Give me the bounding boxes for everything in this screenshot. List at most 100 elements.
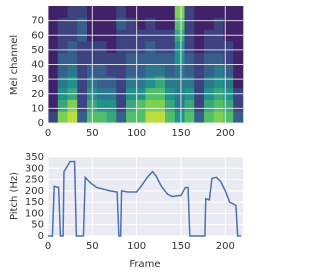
heatmap-cell bbox=[184, 76, 195, 89]
heatmap-cell bbox=[165, 6, 176, 18]
x-tick-label: 200 bbox=[216, 128, 235, 139]
heatmap-cell bbox=[48, 41, 59, 54]
y-tick-label: 10 bbox=[31, 103, 44, 114]
heatmap-cell bbox=[48, 111, 59, 124]
heatmap-cell bbox=[77, 64, 88, 77]
heatmap-cell bbox=[145, 64, 156, 77]
heatmap-cell bbox=[174, 64, 185, 77]
heatmap-cell bbox=[116, 99, 127, 112]
heatmap-cell bbox=[135, 52, 146, 65]
heatmap-cell bbox=[233, 64, 244, 77]
heatmap-cell bbox=[116, 64, 127, 77]
heatmap-cell bbox=[57, 17, 68, 30]
heatmap-cell bbox=[57, 76, 68, 89]
heatmap-cell bbox=[184, 111, 195, 124]
heatmap-cell bbox=[96, 111, 107, 124]
heatmap-cell bbox=[67, 111, 78, 124]
heatmap-cell bbox=[135, 76, 146, 89]
heatmap-cell bbox=[106, 99, 117, 112]
heatmap-cell bbox=[96, 6, 107, 18]
heatmap-cell bbox=[155, 41, 166, 54]
heatmap-cell bbox=[116, 6, 127, 18]
heatmap-cell bbox=[194, 76, 205, 89]
y-tick-label: 350 bbox=[25, 152, 44, 163]
y-axis-label: Pitch (Hz) bbox=[9, 172, 20, 220]
heatmap-cell bbox=[233, 76, 244, 89]
heatmap-cell bbox=[184, 41, 195, 54]
y-tick-label: 30 bbox=[31, 74, 44, 85]
heatmap-cell bbox=[77, 76, 88, 89]
heatmap-cell bbox=[135, 17, 146, 30]
heatmap-cell bbox=[213, 17, 224, 30]
heatmap-cell bbox=[174, 52, 185, 65]
y-axis-label: Mel channel bbox=[9, 35, 20, 95]
heatmap-cell bbox=[165, 64, 176, 77]
heatmap-cell bbox=[194, 99, 205, 112]
heatmap-cell bbox=[223, 64, 234, 77]
heatmap-cell bbox=[213, 64, 224, 77]
heatmap-cell bbox=[233, 111, 244, 124]
heatmap-cell bbox=[135, 99, 146, 112]
x-tick-label: 150 bbox=[171, 128, 190, 139]
y-tick-label: 0 bbox=[38, 231, 44, 242]
heatmap-cell bbox=[145, 6, 156, 18]
y-tick-label: 0 bbox=[38, 118, 44, 129]
heatmap-cell bbox=[77, 41, 88, 54]
heatmap-cell bbox=[155, 76, 166, 89]
heatmap-cell bbox=[165, 111, 176, 124]
heatmap-cell bbox=[233, 99, 244, 112]
heatmap-cell bbox=[57, 99, 68, 112]
heatmap-cell bbox=[213, 52, 224, 65]
heatmap-cell bbox=[135, 41, 146, 54]
x-tick-label: 50 bbox=[86, 128, 99, 139]
heatmap-cell bbox=[77, 52, 88, 65]
heatmap-cell bbox=[213, 76, 224, 89]
heatmap-cell bbox=[155, 6, 166, 18]
figure: Mel channel Pitch (Hz) Frame 0 10 20 30 40 50… bbox=[9, 6, 244, 270]
heatmap-cell bbox=[194, 41, 205, 54]
x-tick-label: 50 bbox=[86, 241, 99, 252]
heatmap-cell bbox=[213, 6, 224, 18]
heatmap-cell bbox=[126, 76, 137, 89]
heatmap-cell bbox=[194, 64, 205, 77]
heatmap-cell bbox=[223, 17, 234, 30]
heatmap-cell bbox=[223, 41, 234, 54]
heatmap-cell bbox=[116, 17, 127, 30]
heatmap-cell bbox=[155, 99, 166, 112]
heatmap-cell bbox=[165, 41, 176, 54]
heatmap-cell bbox=[96, 64, 107, 77]
heatmap-cell bbox=[77, 99, 88, 112]
y-tick-label: 50 bbox=[31, 220, 44, 231]
heatmap-cell bbox=[155, 52, 166, 65]
heatmap-cell bbox=[57, 52, 68, 65]
y-tick-label: 200 bbox=[25, 186, 44, 197]
y-tick-label: 100 bbox=[25, 208, 44, 219]
heatmap-cell bbox=[126, 17, 137, 30]
heatmap-cell bbox=[165, 76, 176, 89]
y-tick-label: 150 bbox=[25, 197, 44, 208]
heatmap-cell bbox=[126, 52, 137, 65]
heatmap-cell bbox=[223, 99, 234, 112]
heatmap-cell bbox=[184, 6, 195, 18]
plot-background bbox=[48, 157, 243, 236]
heatmap-cell bbox=[174, 17, 185, 30]
heatmap-cell bbox=[174, 41, 185, 54]
heatmap-cell bbox=[145, 41, 156, 54]
heatmap-cell bbox=[48, 76, 59, 89]
heatmap-cell bbox=[77, 6, 88, 18]
heatmap-cell bbox=[194, 52, 205, 65]
heatmap-cell bbox=[106, 17, 117, 30]
heatmap-cell bbox=[126, 41, 137, 54]
heatmap-cell bbox=[96, 41, 107, 54]
heatmap-cell bbox=[213, 99, 224, 112]
x-tick-label: 100 bbox=[127, 128, 146, 139]
heatmap-cell bbox=[67, 41, 78, 54]
heatmap-cell bbox=[116, 52, 127, 65]
heatmap-cell bbox=[204, 17, 215, 30]
heatmap-cell bbox=[106, 76, 117, 89]
heatmap-cell bbox=[233, 52, 244, 65]
heatmap-cell bbox=[77, 111, 88, 124]
heatmap-cell bbox=[135, 64, 146, 77]
heatmap-cell bbox=[233, 41, 244, 54]
heatmap-cell bbox=[48, 52, 59, 65]
